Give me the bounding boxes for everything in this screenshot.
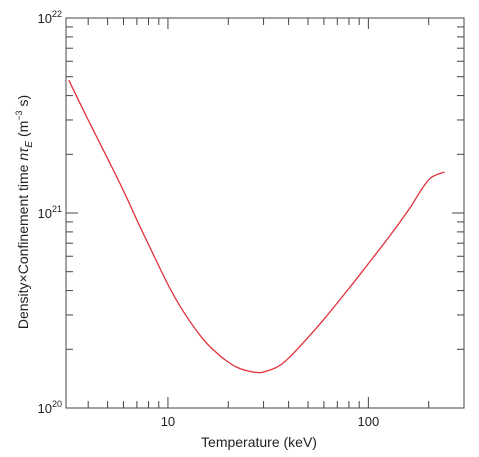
y-tick-label: 1020	[38, 399, 62, 416]
x-axis-title: Temperature (keV)	[201, 434, 317, 450]
axis-tick-labels: 10 100 1020 1021 1022	[38, 9, 380, 429]
plot-frame	[65, 17, 465, 409]
y-tick-label: 1022	[38, 9, 62, 26]
y-tick-label: 1021	[38, 204, 62, 221]
x-tick-label: 10	[161, 414, 175, 429]
series-line	[68, 79, 445, 374]
axis-ticks	[66, 18, 465, 408]
x-tick-label: 100	[358, 414, 380, 429]
y-axis-title: Density×Confinement time nτE (m−3 s)	[14, 95, 35, 329]
